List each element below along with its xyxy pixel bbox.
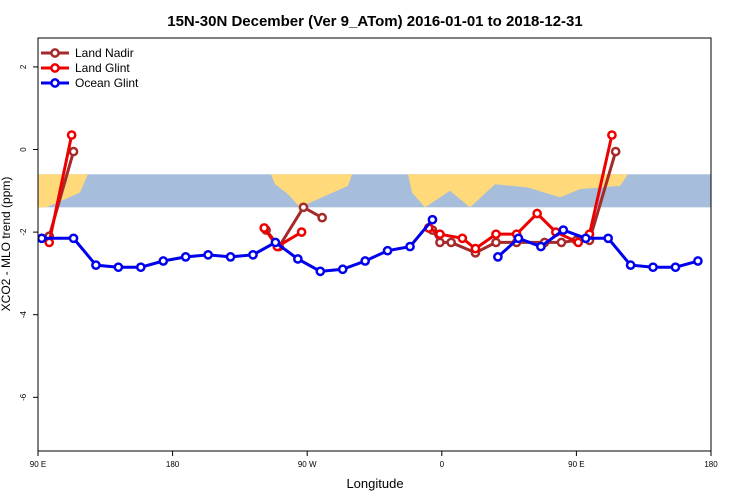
plot-frame [37, 37, 712, 452]
y-axis-label: XCO2 - MLO trend (ppm) [0, 177, 13, 312]
ocean-glint-point [625, 260, 636, 270]
ocean-glint-point [158, 256, 169, 266]
ocean-glint-point [382, 245, 393, 256]
land-glint-point [259, 223, 270, 233]
legend-marker [50, 48, 60, 58]
y-tick-label: 2 [19, 64, 28, 69]
legend-marker [50, 78, 60, 88]
legend-item-ocean-glint: Ocean Glint [41, 76, 139, 90]
ocean-glint-point [337, 264, 348, 275]
land-glint-point [607, 130, 617, 140]
land-glint-point [470, 243, 481, 254]
y-axis: 2 0 -2 -4 -6 [19, 64, 38, 401]
y-tick-label: -6 [19, 393, 28, 401]
ocean-glint-point [558, 225, 569, 235]
ocean-glint-point [648, 262, 658, 273]
legend-label: Land Nadir [75, 46, 134, 60]
world-map-band [38, 174, 711, 208]
legend-item-land-nadir: Land Nadir [41, 46, 134, 60]
land-nadir-point [556, 237, 567, 248]
land-nadir-point [68, 146, 79, 157]
ocean-glint-point [270, 237, 281, 248]
ocean-glint-point [135, 262, 146, 273]
land-nadir-point [298, 202, 309, 213]
ocean-glint-point [360, 256, 371, 266]
ocean-glint-point [405, 241, 415, 252]
land-glint-point [457, 233, 468, 244]
ocean-glint-line [496, 228, 699, 269]
land-nadir-point [317, 212, 328, 223]
y-tick-label: 0 [19, 147, 28, 152]
x-tick-label: 90 E [568, 460, 584, 469]
land-glint-point [296, 227, 307, 237]
ocean-glint-point [91, 260, 101, 270]
ocean-glint-point [293, 254, 303, 264]
map-land [271, 174, 352, 208]
ocean-glint-point [580, 233, 591, 244]
legend-item-land-glint: Land Glint [41, 61, 130, 75]
land-glint-point [491, 229, 501, 240]
legend-label: Land Glint [75, 61, 130, 75]
legend-marker [50, 63, 60, 73]
land-glint-point [435, 229, 445, 240]
map-land [408, 174, 628, 208]
x-tick-label: 0 [440, 460, 445, 469]
land-glint-point [532, 208, 542, 219]
land-glint-line [47, 134, 74, 243]
ocean-glint-point [603, 233, 614, 244]
x-tick-label: 180 [166, 460, 180, 469]
ocean-glint-point [38, 233, 47, 244]
land-nadir-point [446, 237, 456, 248]
series-layer [38, 130, 703, 277]
land-glint-point [66, 130, 77, 140]
land-nadir-point [610, 146, 621, 157]
ocean-glint-point [513, 233, 524, 244]
x-tick-label: 90 W [298, 460, 317, 469]
ocean-glint-point [493, 252, 503, 262]
land-glint-point [44, 237, 55, 248]
x-tick-label: 180 [704, 460, 718, 469]
x-axis: 90 E 180 90 W 0 90 E 180 [30, 451, 718, 469]
ocean-glint-point [670, 262, 681, 273]
x-tick-label: 90 E [30, 460, 46, 469]
ocean-glint-point [68, 233, 79, 244]
ocean-glint-point [427, 214, 438, 225]
ocean-glint-point [225, 252, 236, 262]
ocean-glint-point [248, 249, 258, 260]
ocean-glint-point [203, 249, 213, 260]
legend-label: Ocean Glint [75, 76, 139, 90]
land-nadir-point [491, 237, 501, 248]
ocean-glint-point [180, 252, 191, 262]
ocean-glint-point [113, 262, 124, 273]
land-nadir-point [435, 237, 445, 248]
chart-title: 15N-30N December (Ver 9_ATom) 2016-01-01… [167, 13, 583, 30]
x-axis-label: Longitude [346, 476, 403, 491]
land-glint-point [573, 237, 584, 248]
ocean-glint-point [693, 256, 703, 266]
ocean-glint-point [315, 266, 326, 277]
y-tick-label: -2 [19, 228, 28, 236]
ocean-glint-point [536, 241, 546, 252]
y-tick-label: -4 [19, 311, 28, 319]
